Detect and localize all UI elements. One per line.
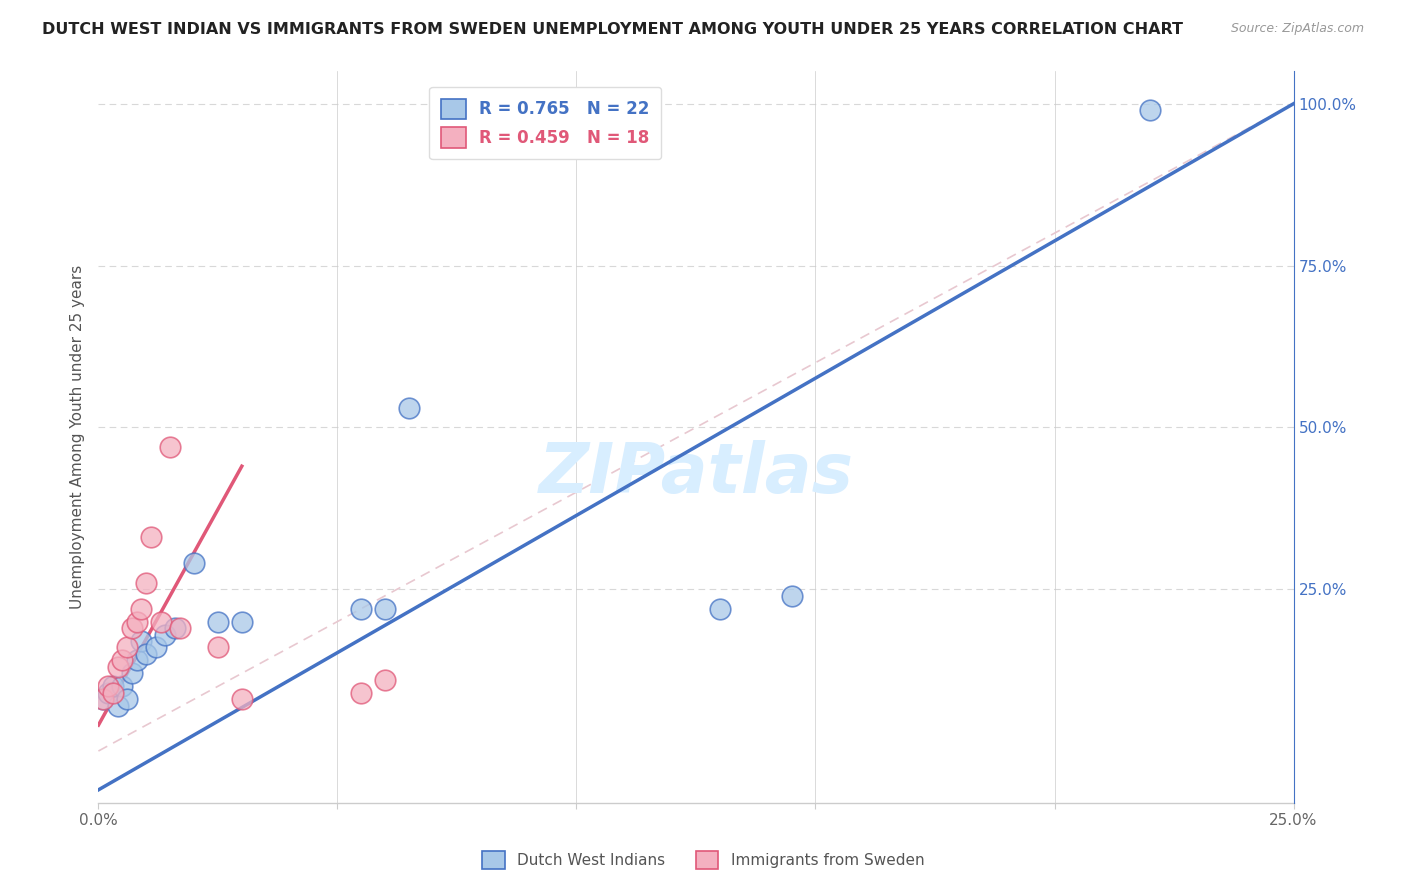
Point	[125, 615, 148, 629]
Point	[374, 601, 396, 615]
Text: DUTCH WEST INDIAN VS IMMIGRANTS FROM SWEDEN UNEMPLOYMENT AMONG YOUTH UNDER 25 YE: DUTCH WEST INDIAN VS IMMIGRANTS FROM SWE…	[42, 22, 1184, 37]
Point	[131, 634, 153, 648]
Point	[115, 640, 138, 655]
Point	[91, 692, 114, 706]
Point	[139, 530, 162, 544]
Point	[145, 640, 167, 655]
Point	[169, 621, 191, 635]
Point	[780, 589, 803, 603]
Point	[163, 621, 186, 635]
Point	[91, 692, 114, 706]
Point	[101, 686, 124, 700]
Point	[111, 679, 134, 693]
Point	[121, 621, 143, 635]
Point	[398, 401, 420, 415]
Point	[115, 692, 138, 706]
Point	[111, 653, 134, 667]
Point	[101, 679, 124, 693]
Point	[125, 653, 148, 667]
Point	[97, 686, 120, 700]
Point	[350, 601, 373, 615]
Point	[231, 692, 253, 706]
Point	[107, 660, 129, 674]
Legend: R = 0.765   N = 22, R = 0.459   N = 18: R = 0.765 N = 22, R = 0.459 N = 18	[429, 87, 661, 160]
Point	[121, 666, 143, 681]
Point	[1139, 103, 1161, 118]
Y-axis label: Unemployment Among Youth under 25 years: Unemployment Among Youth under 25 years	[69, 265, 84, 609]
Point	[350, 686, 373, 700]
Point	[131, 601, 153, 615]
Point	[97, 679, 120, 693]
Point	[709, 601, 731, 615]
Point	[149, 615, 172, 629]
Legend: Dutch West Indians, Immigrants from Sweden: Dutch West Indians, Immigrants from Swed…	[475, 845, 931, 875]
Point	[231, 615, 253, 629]
Point	[107, 698, 129, 713]
Point	[135, 647, 157, 661]
Point	[159, 440, 181, 454]
Text: Source: ZipAtlas.com: Source: ZipAtlas.com	[1230, 22, 1364, 36]
Point	[155, 627, 177, 641]
Point	[207, 640, 229, 655]
Point	[207, 615, 229, 629]
Point	[135, 575, 157, 590]
Point	[183, 557, 205, 571]
Text: ZIPatlas: ZIPatlas	[538, 440, 853, 508]
Point	[374, 673, 396, 687]
